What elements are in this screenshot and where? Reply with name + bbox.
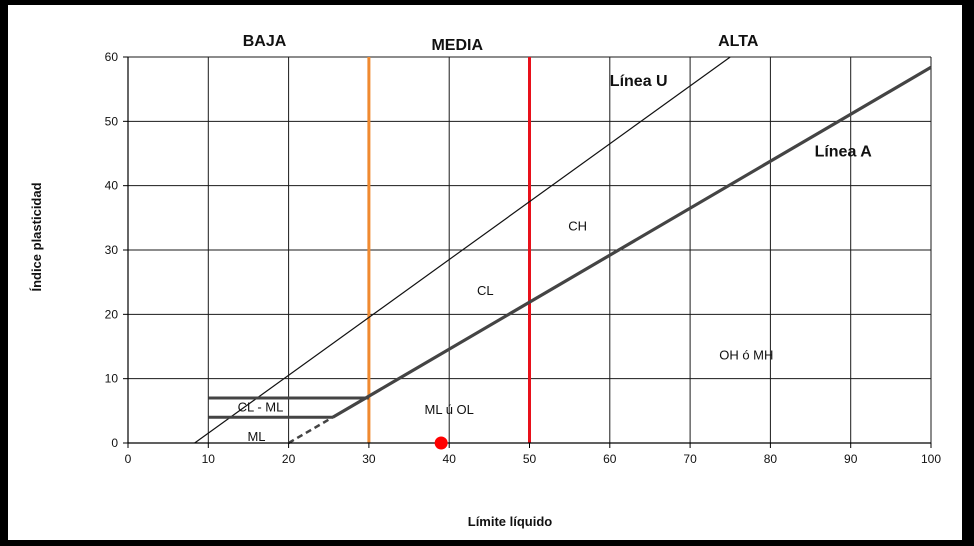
region-labels: CH CL OH ó MH ML ú OL CL - ML ML: [238, 219, 774, 444]
region-label-4: CL - ML: [238, 399, 284, 414]
y-tick-label-10: 10: [105, 372, 119, 386]
x-axis-title: Límite líquido: [468, 514, 553, 529]
x-tick-label-70: 70: [683, 452, 697, 466]
region-label-2: OH ó MH: [719, 347, 773, 362]
chart-frame: Línea U Línea A 0 10 20 30 40 50 60 70 80 90 100 0 10…: [8, 5, 962, 540]
tick-labels: 0 10 20 30 40 50 60 70 80 90 100 0 10 20 30 40 50 60: [105, 50, 942, 466]
x-tick-label-0: 0: [125, 452, 132, 466]
zone-label-alta: ALTA: [718, 33, 759, 50]
x-tick-label-40: 40: [443, 452, 457, 466]
y-tick-label-30: 30: [105, 243, 119, 257]
x-tick-label-60: 60: [603, 452, 617, 466]
x-tick-label-90: 90: [844, 452, 858, 466]
axes: [123, 57, 931, 448]
x-tick-label-50: 50: [523, 452, 537, 466]
region-label-5: ML: [247, 429, 265, 444]
region-label-3: ML ú OL: [425, 402, 474, 417]
x-tick-label-30: 30: [362, 452, 376, 466]
y-tick-label-20: 20: [105, 307, 119, 321]
y-tick-label-0: 0: [111, 436, 118, 450]
x-tick-label-80: 80: [764, 452, 778, 466]
series-line-1: [333, 67, 931, 417]
zone-labels: BAJA MEDIA ALTA: [243, 33, 759, 54]
region-label-1: CL: [477, 283, 494, 298]
x-tick-label-10: 10: [202, 452, 216, 466]
zone-label-baja: BAJA: [243, 33, 287, 50]
zone-label-media: MEDIA: [431, 37, 483, 54]
dashed-segment-0: [289, 417, 333, 443]
data-point-0: [435, 437, 448, 450]
y-tick-label-50: 50: [105, 114, 119, 128]
series-label-1: Línea A: [815, 144, 873, 161]
series-label-0: Línea U: [610, 73, 668, 90]
x-tick-label-100: 100: [921, 452, 941, 466]
plasticity-chart: Línea U Línea A 0 10 20 30 40 50 60 70 80 90 100 0 10…: [8, 5, 962, 540]
region-label-0: CH: [568, 219, 587, 234]
x-tick-label-20: 20: [282, 452, 296, 466]
y-tick-label-60: 60: [105, 50, 119, 64]
data-points: [435, 437, 448, 450]
y-axis-title: Índice plasticidad: [29, 182, 44, 291]
y-tick-label-40: 40: [105, 179, 119, 193]
